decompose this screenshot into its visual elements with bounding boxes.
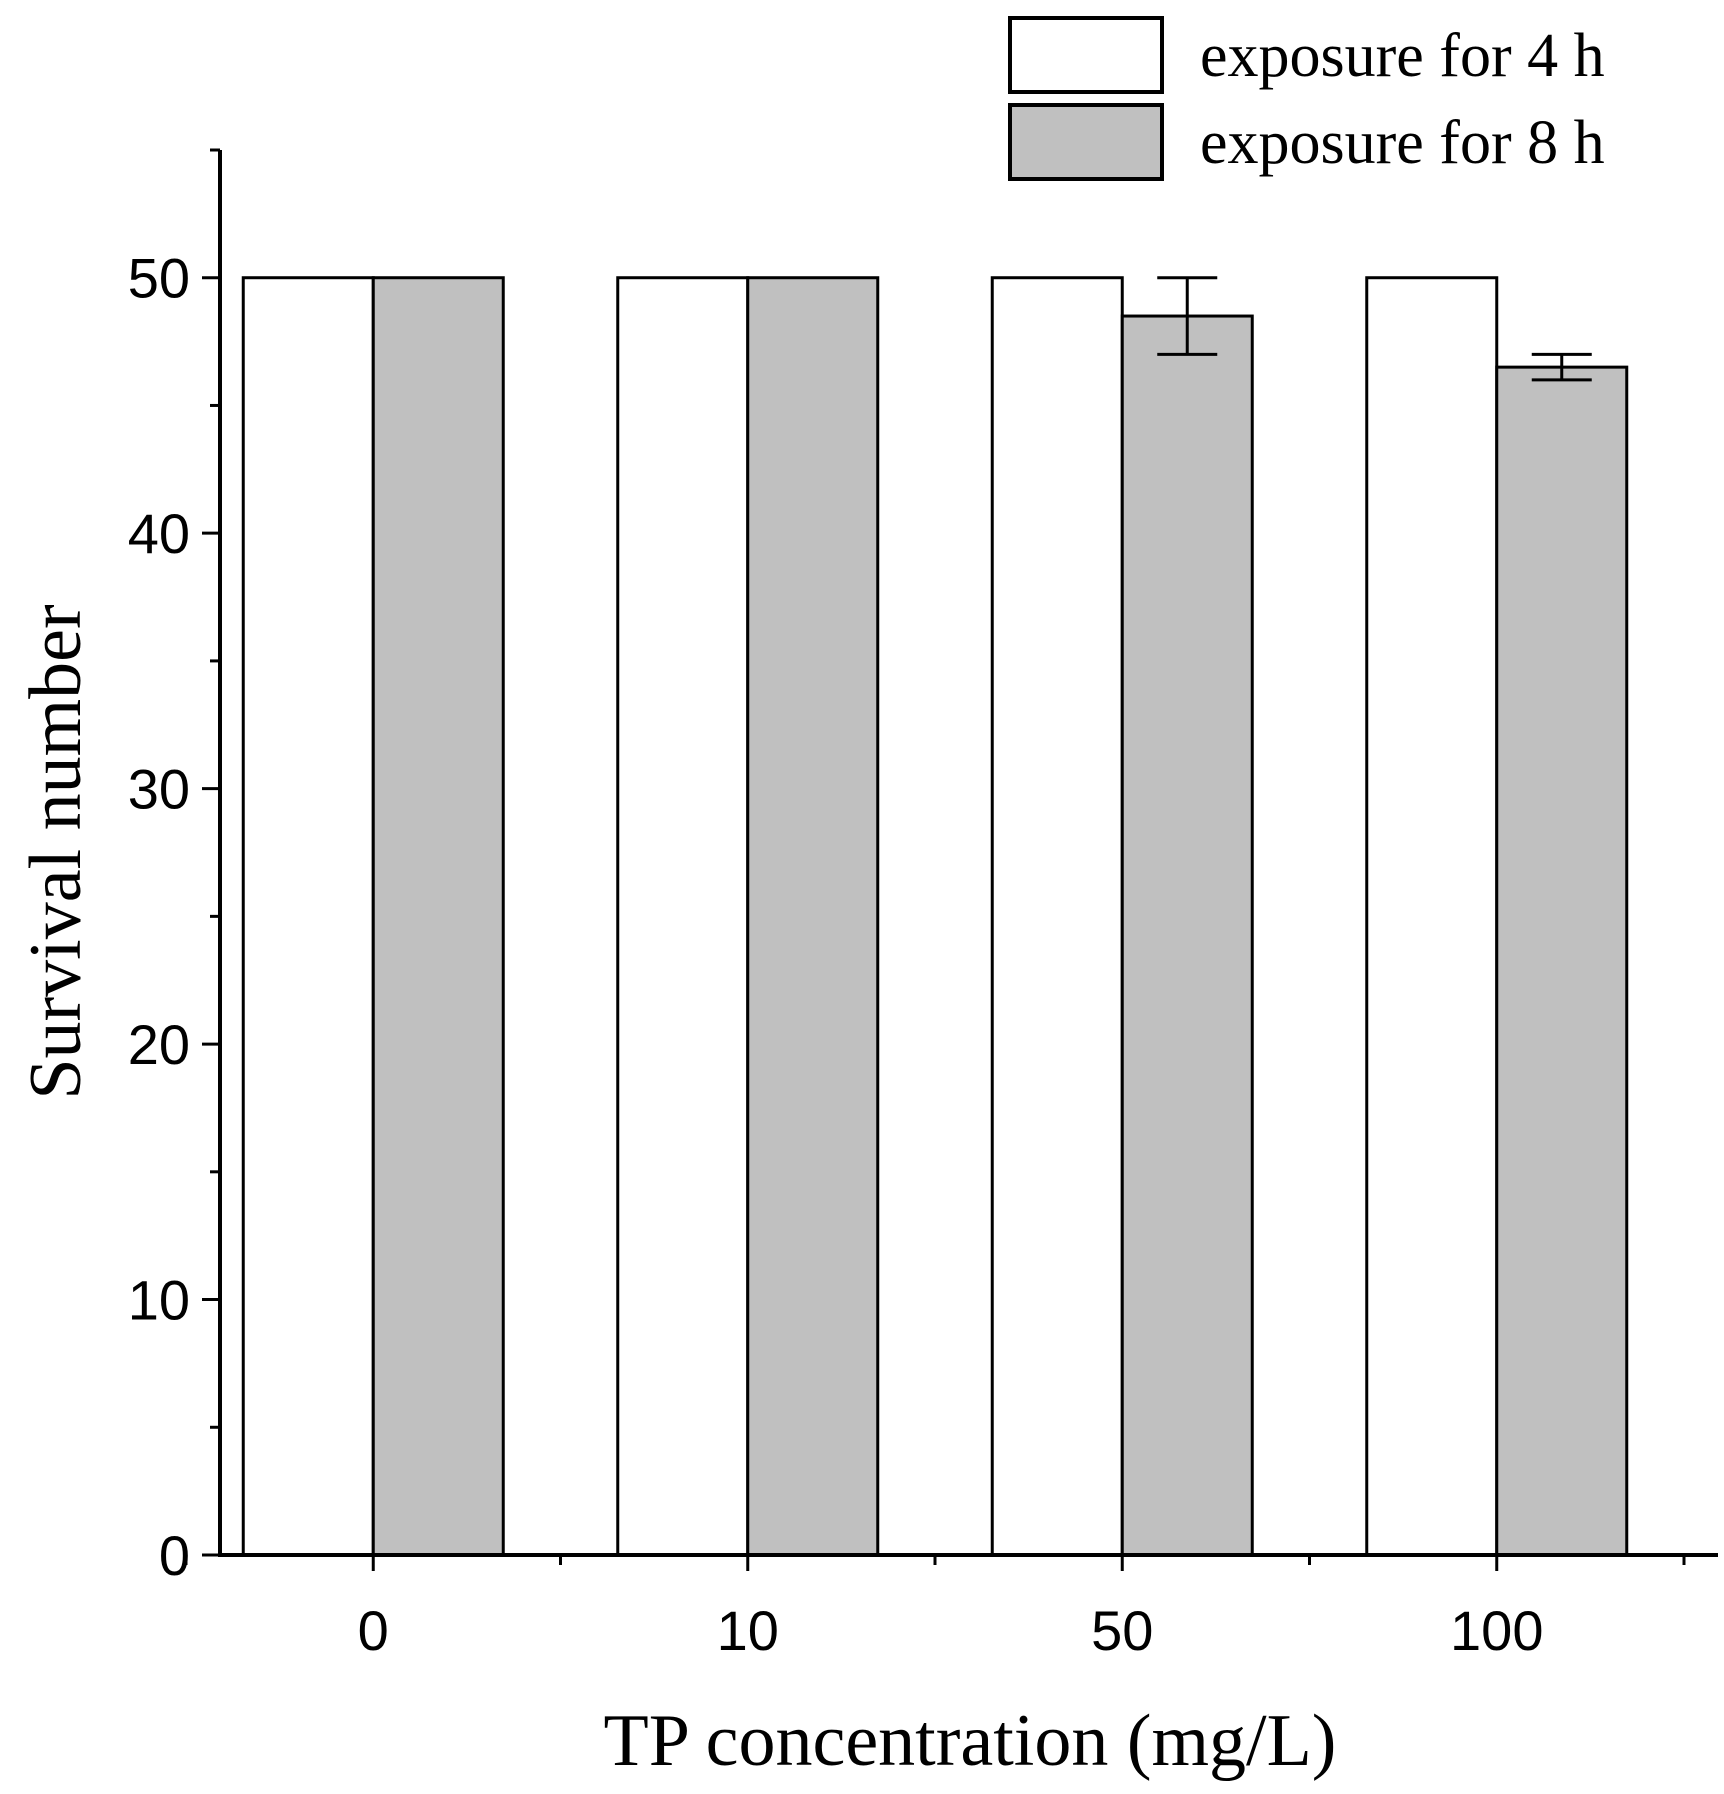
x-tick-label: 50 [1091,1599,1153,1662]
y-tick-label: 50 [128,247,190,310]
y-tick-label: 10 [128,1269,190,1332]
y-tick-label: 30 [128,758,190,821]
error-bars-layer [1157,276,1592,382]
legend-swatch [1008,103,1164,181]
y-tick-label: 20 [128,1013,190,1076]
legend-label: exposure for 4 h [1200,22,1605,90]
legend: exposure for 4 h exposure for 8 h [1008,16,1605,181]
axes [218,150,1718,1557]
bar [1365,276,1499,1557]
y-tick-label: 40 [128,502,190,565]
bar [1120,314,1254,1557]
legend-swatch [1008,16,1164,94]
bar [371,276,505,1557]
bar [1495,365,1629,1557]
y-axis-title: Survival number [15,604,97,1099]
legend-label: exposure for 8 h [1200,109,1605,177]
x-axis-title: TP concentration (mg/L) [604,1700,1337,1782]
x-tick-label: 10 [717,1599,779,1662]
x-tick-label: 0 [358,1599,389,1662]
bar [746,276,880,1557]
x-ticks: 0 10 50 100 [184,1555,1686,1662]
bars-layer [241,276,1629,1557]
bar [616,276,750,1557]
x-tick-label: 100 [1450,1599,1543,1662]
bar [241,276,375,1557]
bar [990,276,1124,1557]
